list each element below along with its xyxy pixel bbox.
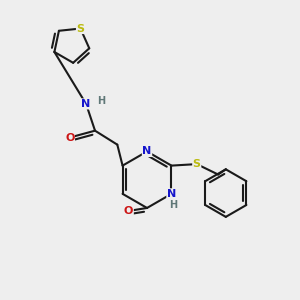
Text: N: N [82,99,91,109]
Text: N: N [167,189,176,199]
Text: S: S [193,159,201,169]
Text: O: O [124,206,133,216]
Text: O: O [65,133,74,142]
Text: S: S [76,23,85,34]
Text: H: H [98,96,106,106]
Text: H: H [169,200,177,210]
Text: N: N [142,146,152,157]
